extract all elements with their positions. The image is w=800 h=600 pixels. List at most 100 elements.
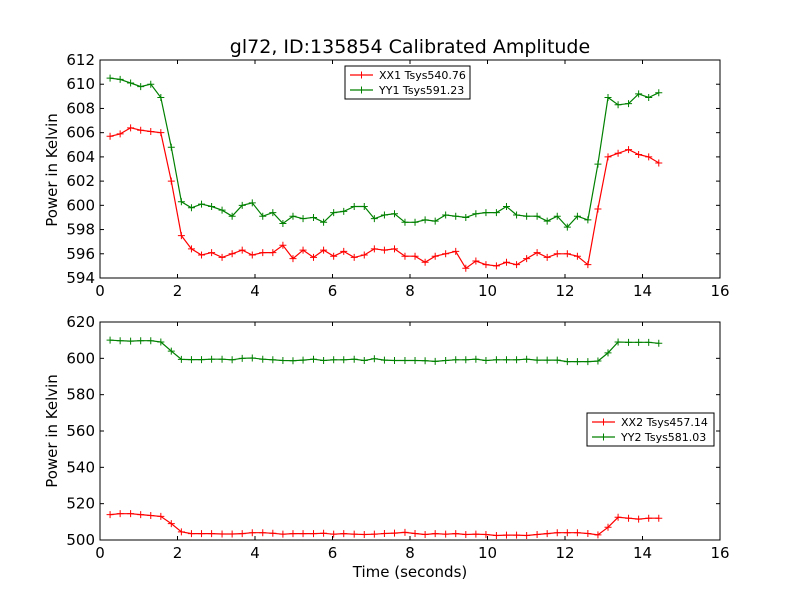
data-point-0-0-53 [645, 153, 653, 161]
data-point-0-1-19 [299, 215, 307, 223]
data-point-1-1-24 [350, 355, 358, 363]
data-point-0-1-47 [584, 216, 592, 224]
data-point-0-0-31 [421, 258, 429, 266]
data-point-1-0-23 [340, 530, 348, 538]
y-tick-label-0-9: 612 [66, 51, 95, 69]
data-point-0-1-23 [340, 207, 348, 215]
data-point-0-1-36 [472, 210, 480, 218]
data-point-1-1-9 [198, 356, 206, 364]
bottom-y-axis-label: Power in Kelvin [43, 374, 61, 488]
data-point-1-1-30 [411, 357, 419, 365]
data-point-1-0-17 [279, 530, 287, 538]
y-tick-label-0-6: 606 [66, 124, 95, 142]
data-point-0-1-13 [238, 201, 246, 209]
data-point-0-0-28 [391, 245, 398, 253]
data-point-1-1-47 [584, 358, 592, 366]
data-point-1-0-27 [380, 529, 388, 537]
data-point-1-0-44 [553, 529, 561, 537]
data-point-1-1-27 [380, 356, 388, 364]
data-point-1-1-34 [452, 356, 460, 364]
data-point-0-1-7 [177, 198, 185, 206]
data-point-0-0-10 [208, 249, 216, 257]
legend-label-1-0: XX2 Tsys457.14 [621, 416, 708, 429]
data-point-1-0-49 [604, 523, 612, 531]
data-point-0-0-21 [320, 246, 328, 254]
data-point-0-1-43 [543, 217, 551, 225]
legend-marker-1-0 [600, 418, 607, 426]
data-point-1-1-45 [563, 358, 571, 366]
data-point-1-0-47 [584, 529, 592, 537]
data-point-0-0-22 [330, 252, 338, 260]
data-point-1-0-45 [563, 529, 571, 537]
x-tick-label-1-5: 10 [478, 544, 497, 562]
data-point-0-0-50 [614, 149, 622, 157]
data-point-0-0-8 [187, 245, 195, 253]
data-point-0-0-43 [543, 253, 551, 261]
data-point-0-1-45 [563, 223, 571, 231]
y-tick-label-0-3: 600 [66, 196, 95, 214]
data-point-1-1-13 [238, 354, 246, 362]
data-point-0-1-34 [452, 212, 460, 220]
data-point-0-0-41 [523, 255, 531, 263]
data-point-1-1-7 [177, 355, 185, 363]
data-point-0-0-1 [116, 130, 124, 138]
data-point-1-0-42 [533, 531, 541, 539]
data-point-0-1-40 [513, 211, 521, 219]
data-point-0-1-41 [523, 212, 531, 220]
top-y-axis-label: Power in Kelvin [43, 113, 61, 227]
data-point-0-1-0 [106, 74, 114, 82]
data-point-1-1-10 [208, 355, 216, 363]
legend-marker-0-0 [358, 71, 365, 79]
data-point-1-0-11 [218, 530, 226, 538]
legend-marker-1-1 [600, 433, 607, 441]
data-point-1-1-11 [218, 355, 226, 363]
data-point-0-0-35 [462, 264, 470, 272]
data-point-0-0-52 [635, 150, 643, 158]
data-point-1-0-39 [502, 531, 510, 539]
data-point-1-1-14 [248, 354, 256, 362]
data-point-0-0-48 [594, 205, 602, 213]
data-point-1-0-8 [187, 530, 195, 538]
data-point-1-1-39 [502, 356, 510, 364]
data-point-1-0-25 [360, 531, 368, 539]
y-tick-label-0-4: 602 [66, 172, 95, 190]
data-point-0-1-1 [116, 75, 124, 83]
data-point-0-1-18 [289, 212, 297, 220]
data-point-0-1-5 [157, 94, 165, 102]
y-tick-label-0-0: 594 [66, 269, 95, 287]
data-point-0-0-15 [259, 249, 267, 257]
y-tick-label-1-1: 520 [66, 495, 95, 513]
data-point-0-0-13 [238, 246, 246, 254]
data-point-1-0-38 [492, 531, 500, 539]
data-point-0-0-18 [289, 255, 297, 263]
data-point-0-0-23 [340, 247, 348, 255]
x-tick-label-1-7: 14 [633, 544, 652, 562]
data-point-1-0-14 [248, 529, 256, 537]
data-point-0-1-35 [462, 213, 470, 221]
data-point-0-0-42 [533, 249, 541, 257]
data-point-0-1-50 [614, 101, 622, 109]
data-point-1-1-6 [167, 347, 175, 355]
data-point-1-0-15 [259, 529, 267, 537]
data-point-1-0-54 [655, 514, 663, 522]
data-point-1-1-42 [533, 356, 541, 364]
data-point-1-0-13 [238, 530, 246, 538]
data-point-1-1-4 [147, 337, 155, 345]
data-point-0-1-32 [431, 217, 439, 225]
data-point-1-0-53 [645, 514, 653, 522]
data-point-0-1-16 [269, 209, 277, 217]
data-point-0-1-2 [127, 79, 135, 87]
data-point-1-1-40 [513, 356, 521, 364]
data-point-1-0-4 [147, 511, 155, 519]
data-point-1-0-16 [269, 529, 277, 537]
data-point-0-0-27 [380, 246, 388, 254]
data-point-1-1-33 [442, 357, 450, 365]
data-point-1-0-24 [350, 530, 358, 538]
data-point-0-1-54 [655, 89, 663, 97]
data-point-0-1-26 [370, 215, 378, 223]
data-point-1-0-0 [106, 511, 114, 519]
data-point-0-0-37 [482, 261, 490, 269]
data-point-1-0-46 [573, 529, 581, 537]
data-point-1-1-25 [360, 357, 368, 365]
